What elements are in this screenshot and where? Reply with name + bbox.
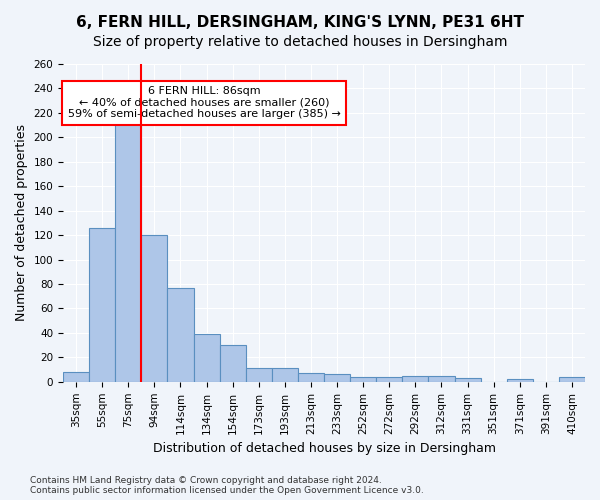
Bar: [220, 345, 246, 382]
Bar: [63, 372, 89, 382]
Bar: [350, 377, 376, 382]
Bar: [246, 368, 272, 382]
Bar: [507, 380, 533, 382]
Bar: [272, 368, 298, 382]
Bar: [376, 377, 403, 382]
Bar: [89, 228, 115, 382]
Text: 6, FERN HILL, DERSINGHAM, KING'S LYNN, PE31 6HT: 6, FERN HILL, DERSINGHAM, KING'S LYNN, P…: [76, 15, 524, 30]
Bar: [115, 116, 142, 382]
Bar: [194, 334, 220, 382]
Bar: [559, 377, 585, 382]
Bar: [167, 288, 194, 382]
Bar: [455, 378, 481, 382]
Bar: [428, 376, 455, 382]
X-axis label: Distribution of detached houses by size in Dersingham: Distribution of detached houses by size …: [152, 442, 496, 455]
Text: 6 FERN HILL: 86sqm
← 40% of detached houses are smaller (260)
59% of semi-detach: 6 FERN HILL: 86sqm ← 40% of detached hou…: [68, 86, 340, 120]
Y-axis label: Number of detached properties: Number of detached properties: [15, 124, 28, 322]
Text: Contains HM Land Registry data © Crown copyright and database right 2024.
Contai: Contains HM Land Registry data © Crown c…: [30, 476, 424, 495]
Bar: [142, 235, 167, 382]
Bar: [403, 376, 428, 382]
Text: Size of property relative to detached houses in Dersingham: Size of property relative to detached ho…: [93, 35, 507, 49]
Bar: [298, 374, 324, 382]
Bar: [324, 374, 350, 382]
